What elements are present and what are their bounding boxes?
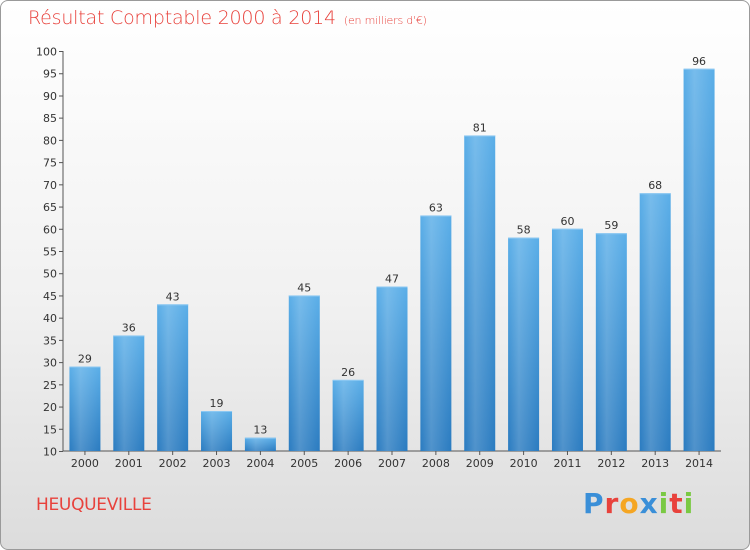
y-tick-label: 15	[43, 423, 57, 436]
x-tick-label: 2000	[71, 457, 99, 470]
bar-shine	[376, 286, 408, 451]
y-tick-label: 60	[43, 223, 57, 236]
bar-shine	[288, 295, 320, 451]
y-tick-label: 70	[43, 179, 57, 192]
y-tick-label: 90	[43, 90, 57, 103]
bars	[69, 68, 715, 452]
logo-letter: o	[619, 487, 640, 520]
x-tick-label: 2012	[597, 457, 625, 470]
logo-letter: x	[639, 487, 659, 520]
data-label: 63	[429, 201, 443, 214]
logo-letter: i	[658, 487, 670, 520]
data-label: 26	[341, 366, 355, 379]
bar-shine	[157, 304, 189, 451]
x-tick-label: 2003	[203, 457, 231, 470]
data-label: 96	[692, 55, 706, 68]
data-label: 19	[210, 397, 224, 410]
y-tick-label: 35	[43, 334, 57, 347]
bar-shine	[551, 228, 583, 451]
y-tick-label: 45	[43, 290, 57, 303]
x-tick-label: 2004	[246, 457, 274, 470]
x-tick-label: 2005	[290, 457, 318, 470]
bar-shine	[595, 233, 627, 451]
bar-shine	[113, 335, 145, 451]
chart-title-text: Résultat Comptable 2000 à 2014	[28, 7, 336, 29]
data-label: 47	[385, 273, 399, 286]
logo-letter: P	[583, 487, 605, 520]
y-tick-label: 20	[43, 401, 57, 414]
bar-shine	[201, 411, 233, 451]
value-labels: 29 36 43 19 13 45 26 47 63 81 58 60 59 68 96	[78, 55, 706, 437]
data-label: 43	[166, 290, 180, 303]
x-tick-label: 2008	[422, 457, 450, 470]
data-label: 68	[648, 179, 662, 192]
y-tick-label: 95	[43, 68, 57, 81]
y-tick-label: 30	[43, 357, 57, 370]
data-label: 59	[604, 219, 618, 232]
data-label: 13	[253, 424, 267, 437]
x-tick-label: 2011	[553, 457, 581, 470]
logo-letter: i	[683, 487, 695, 520]
x-tick-label: 2010	[510, 457, 538, 470]
bar-shine	[332, 379, 364, 451]
data-label: 81	[473, 121, 487, 134]
y-tick-label: 65	[43, 201, 57, 214]
bar-shine	[464, 135, 496, 451]
bar-shine	[683, 68, 715, 452]
x-tick-label: 2001	[115, 457, 143, 470]
data-label: 45	[297, 281, 311, 294]
y-tick-label: 80	[43, 134, 57, 147]
bar-shine	[420, 215, 452, 451]
y-tick-label: 10	[43, 446, 57, 459]
x-tick-label: 2002	[159, 457, 187, 470]
logo-letter: r	[604, 487, 620, 520]
x-tick-label: 2006	[334, 457, 362, 470]
proxiti-logo: Proxiti	[583, 487, 694, 520]
y-tick-label: 55	[43, 246, 57, 259]
data-label: 36	[122, 321, 136, 334]
x-tick-label: 2014	[685, 457, 713, 470]
y-tick-label: 100	[36, 46, 57, 59]
place-name: HEUQUEVILLE	[36, 495, 152, 515]
bar-shine	[508, 237, 540, 451]
y-tick-label: 85	[43, 112, 57, 125]
y-tick-label: 75	[43, 157, 57, 170]
bar-shine	[639, 193, 671, 451]
bar-shine	[69, 366, 101, 451]
data-label: 58	[517, 224, 531, 237]
chart-title: Résultat Comptable 2000 à 2014 (en millie…	[28, 7, 427, 29]
data-label: 60	[560, 215, 574, 228]
x-tick-label: 2007	[378, 457, 406, 470]
y-tick-label: 25	[43, 379, 57, 392]
x-tick-label: 2013	[641, 457, 669, 470]
bar-shine	[244, 437, 276, 451]
logo-letter: t	[669, 487, 684, 520]
x-tick-label: 2009	[466, 457, 494, 470]
y-tick-label: 40	[43, 312, 57, 325]
chart-unit: (en milliers d'€)	[343, 14, 427, 27]
y-tick-label: 50	[43, 268, 57, 281]
data-label: 29	[78, 353, 92, 366]
